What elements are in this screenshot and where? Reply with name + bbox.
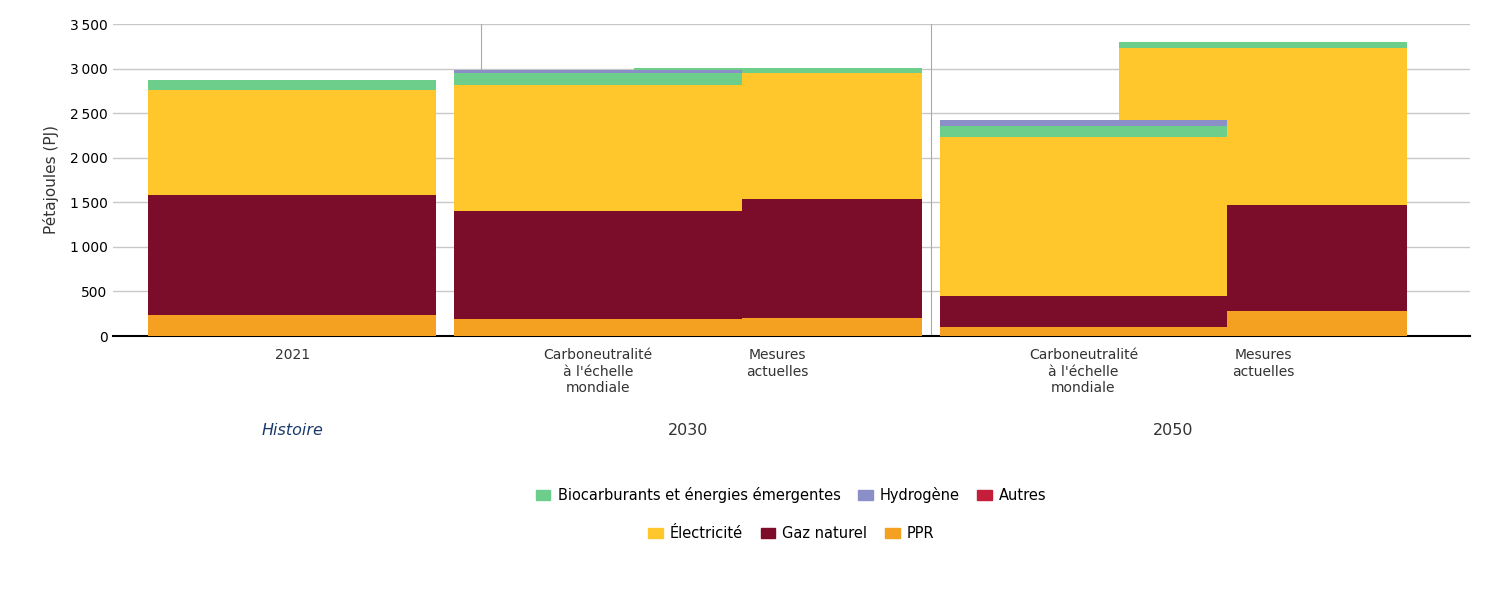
Bar — [1119, 47, 1407, 205]
Text: Carboneutralité
à l'échelle
mondiale: Carboneutralité à l'échelle mondiale — [1029, 349, 1138, 395]
Legend: Électricité, Gaz naturel, PPR: Électricité, Gaz naturel, PPR — [648, 526, 934, 541]
Bar — [454, 70, 742, 73]
Text: Carboneutralité
à l'échelle
mondiale: Carboneutralité à l'échelle mondiale — [543, 349, 652, 395]
Text: Mesures
actuelles: Mesures actuelles — [747, 349, 808, 379]
Bar — [1119, 42, 1407, 47]
Bar — [939, 327, 1227, 336]
Bar — [454, 211, 742, 319]
Bar — [148, 90, 436, 195]
Bar — [454, 319, 742, 336]
Text: 2021: 2021 — [274, 349, 310, 362]
Bar — [148, 314, 436, 336]
Bar — [939, 137, 1227, 296]
Bar — [634, 199, 921, 318]
Bar — [634, 73, 921, 199]
Bar — [454, 73, 742, 85]
Text: 2050: 2050 — [1154, 424, 1194, 439]
Bar — [148, 195, 436, 314]
Bar — [1119, 205, 1407, 311]
Bar — [939, 296, 1227, 327]
Text: Mesures
actuelles: Mesures actuelles — [1232, 349, 1294, 379]
Bar — [939, 120, 1227, 125]
Bar — [634, 68, 921, 73]
Y-axis label: Pétajoules (PJ): Pétajoules (PJ) — [42, 125, 58, 235]
Text: Histoire: Histoire — [261, 424, 322, 439]
Bar — [634, 318, 921, 336]
Bar — [1119, 311, 1407, 336]
Bar — [148, 80, 436, 90]
Bar — [454, 85, 742, 211]
Bar — [939, 125, 1227, 137]
Text: 2030: 2030 — [668, 424, 708, 439]
